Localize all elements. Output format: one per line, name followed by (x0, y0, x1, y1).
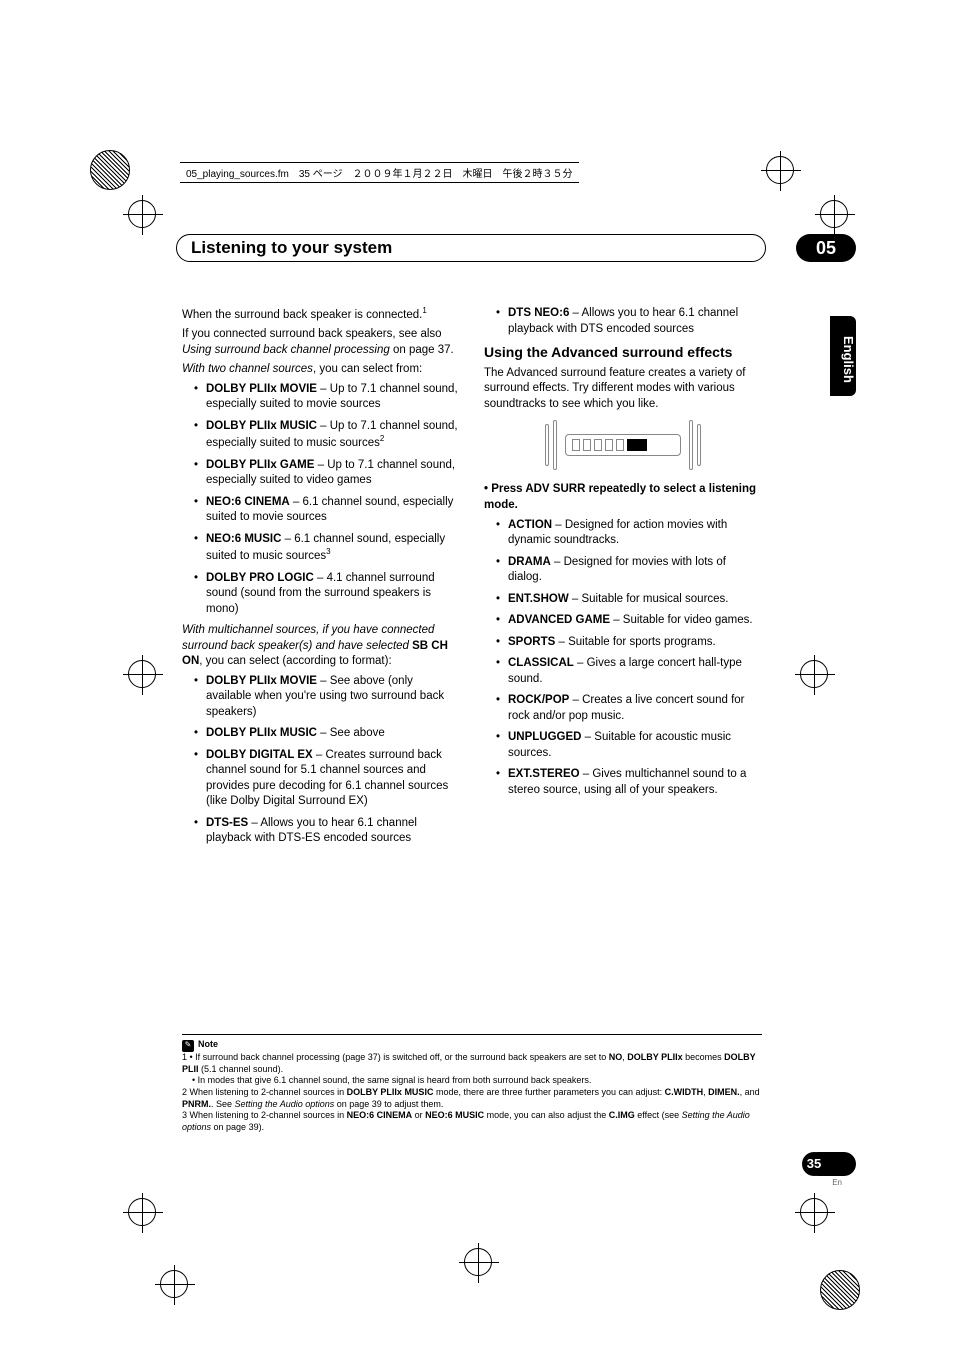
crop-target (464, 1248, 492, 1276)
crop-hatched (820, 1270, 860, 1310)
body-content: When the surround back speaker is connec… (182, 306, 762, 853)
chapter-header: Listening to your system 05 (172, 234, 856, 264)
display-diagram (543, 420, 703, 470)
section-heading: Using the Advanced surround effects (484, 343, 762, 362)
mode-list-1: DOLBY PLIIx MOVIE – Up to 7.1 channel so… (182, 382, 460, 617)
crop-target (128, 200, 156, 228)
mode-list-2: DOLBY PLIIx MOVIE – See above (only avai… (182, 674, 460, 847)
language-tab: English (830, 316, 856, 396)
crop-hatched (90, 150, 130, 190)
crop-target (766, 156, 794, 184)
left-column: When the surround back speaker is connec… (182, 306, 460, 853)
adv-surr-list: ACTION – Designed for action movies with… (484, 518, 762, 799)
crop-target (800, 660, 828, 688)
chapter-number: 05 (796, 234, 856, 262)
note-icon: ✎ (182, 1040, 194, 1052)
para: The Advanced surround feature creates a … (484, 366, 762, 413)
chapter-title: Listening to your system (176, 234, 766, 262)
footnotes: ✎Note 1 • If surround back channel proce… (182, 1034, 762, 1134)
para: If you connected surround back speakers,… (182, 327, 460, 358)
right-column: DTS NEO:6 – Allows you to hear 6.1 chann… (484, 306, 762, 853)
para: With multichannel sources, if you have c… (182, 623, 460, 670)
para: With two channel sources, you can select… (182, 362, 460, 378)
source-meta: 05_playing_sources.fm 35 ページ ２００９年１月２２日 … (180, 162, 579, 183)
crop-target (128, 1198, 156, 1226)
crop-target (820, 200, 848, 228)
para: When the surround back speaker is connec… (182, 306, 460, 323)
page-number: 35 En (786, 1152, 856, 1180)
crop-target (128, 660, 156, 688)
crop-target (800, 1198, 828, 1226)
step: • Press ADV SURR repeatedly to select a … (484, 482, 762, 513)
mode-list-top: DTS NEO:6 – Allows you to hear 6.1 chann… (484, 306, 762, 337)
crop-target (160, 1270, 188, 1298)
